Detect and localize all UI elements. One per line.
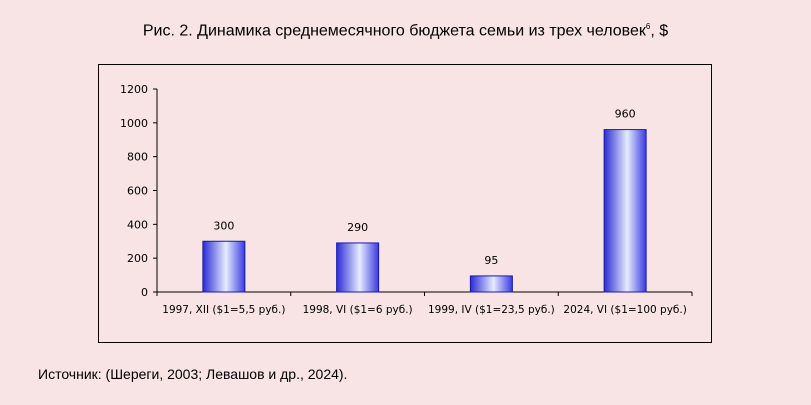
bar (603, 129, 647, 293)
y-tick-label: 200 (127, 252, 148, 265)
chart-title-text: Рис. 2. Динамика среднемесячного бюджета… (142, 22, 646, 40)
bar (469, 275, 513, 293)
y-tick-label: 0 (141, 286, 148, 299)
chart-title: Рис. 2. Динамика среднемесячного бюджета… (0, 22, 811, 40)
y-tick-label: 1000 (120, 117, 148, 130)
data-label: 290 (347, 221, 368, 234)
title-footnote-mark: 6 (645, 22, 651, 31)
y-tick-label: 600 (127, 185, 148, 198)
y-tick-label: 400 (127, 218, 148, 231)
x-category-label: 1997, XII ($1=5,5 руб.) (162, 304, 285, 316)
title-unit: , $ (650, 22, 669, 40)
data-label: 95 (484, 254, 498, 267)
data-label: 300 (213, 219, 234, 232)
y-tick-label: 1200 (120, 83, 148, 96)
bar (202, 240, 246, 293)
source-note: Источник: (Шереги, 2003; Левашов и др., … (38, 366, 348, 382)
bar (336, 242, 380, 293)
x-category-label: 1998, VI ($1=6 руб.) (303, 304, 413, 316)
x-category-label: 1999, IV ($1=23,5 руб.) (428, 304, 555, 316)
y-tick-label: 800 (127, 151, 148, 164)
data-label: 960 (615, 108, 636, 121)
x-category-label: 2024, VI ($1=100 руб.) (563, 304, 686, 316)
